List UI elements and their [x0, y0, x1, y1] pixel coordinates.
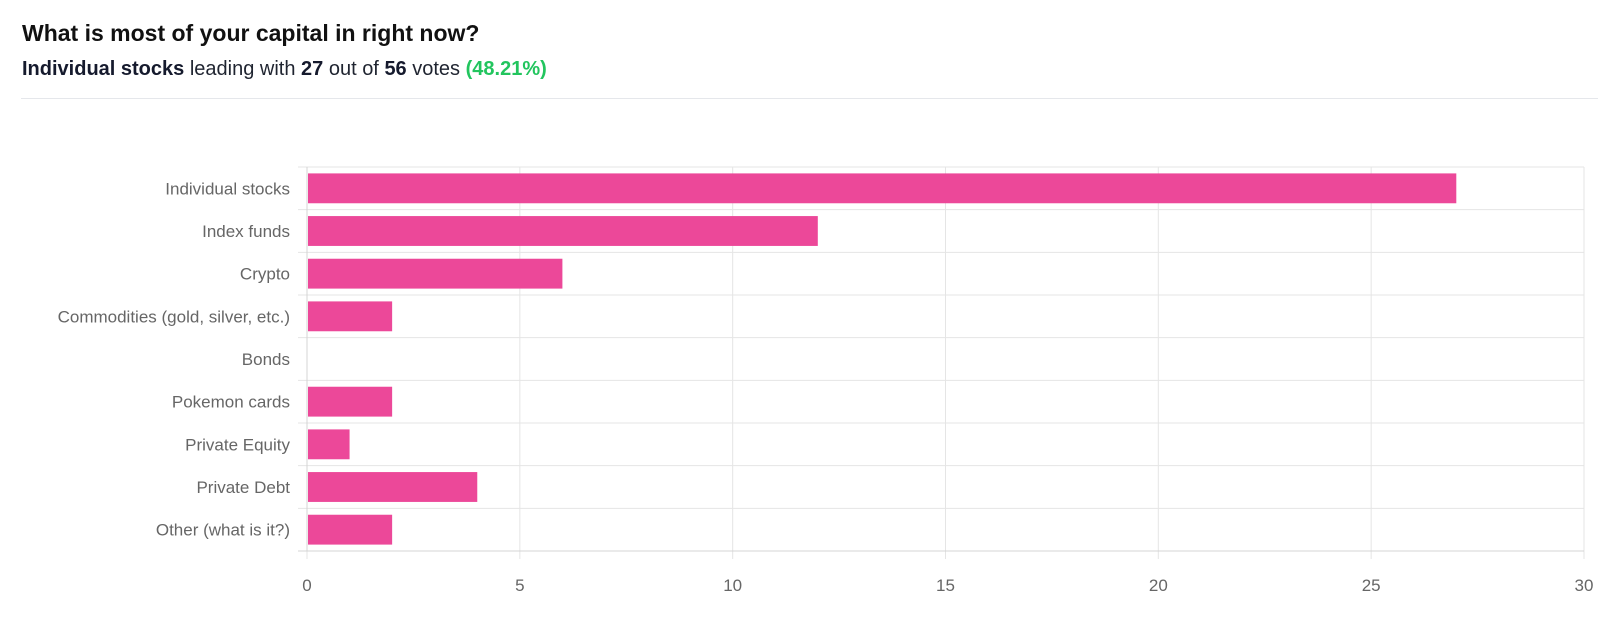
category-label: Individual stocks: [165, 179, 290, 198]
leader-votes: 27: [301, 58, 324, 80]
poll-title: What is most of your capital in right no…: [22, 20, 480, 46]
bar: [308, 472, 478, 502]
category-label: Crypto: [240, 265, 290, 284]
out-of-text: out of: [328, 58, 379, 80]
bar: [308, 258, 563, 289]
category-label: Bonds: [242, 350, 290, 369]
x-tick-label: 30: [1575, 576, 1594, 595]
x-tick-label: 5: [515, 576, 524, 595]
bar: [308, 514, 393, 545]
bar: [308, 216, 818, 246]
category-label: Private Debt: [196, 478, 290, 497]
leader-name: Individual stocks: [22, 58, 185, 80]
category-label: Pokemon cards: [172, 393, 290, 412]
bar: [308, 386, 393, 417]
x-tick-label: 0: [302, 576, 311, 595]
category-label: Private Equity: [185, 435, 290, 454]
x-tick-label: 15: [936, 576, 955, 595]
x-tick-label: 20: [1149, 576, 1168, 595]
poll-summary: Individual stocks leading with 27 out of…: [22, 58, 547, 81]
divider: [21, 98, 1598, 99]
category-label: Commodities (gold, silver, etc.): [58, 307, 290, 326]
category-label: Index funds: [202, 222, 290, 241]
votes-text: votes: [412, 58, 461, 80]
x-tick-label: 25: [1362, 576, 1381, 595]
bar: [308, 429, 350, 460]
bar: [308, 173, 1457, 204]
bar: [308, 301, 393, 332]
leader-percent: (48.21%): [465, 58, 547, 80]
category-label: Other (what is it?): [156, 521, 290, 540]
total-votes: 56: [384, 58, 407, 80]
leading-text: leading with: [189, 58, 296, 80]
x-tick-label: 10: [723, 576, 742, 595]
